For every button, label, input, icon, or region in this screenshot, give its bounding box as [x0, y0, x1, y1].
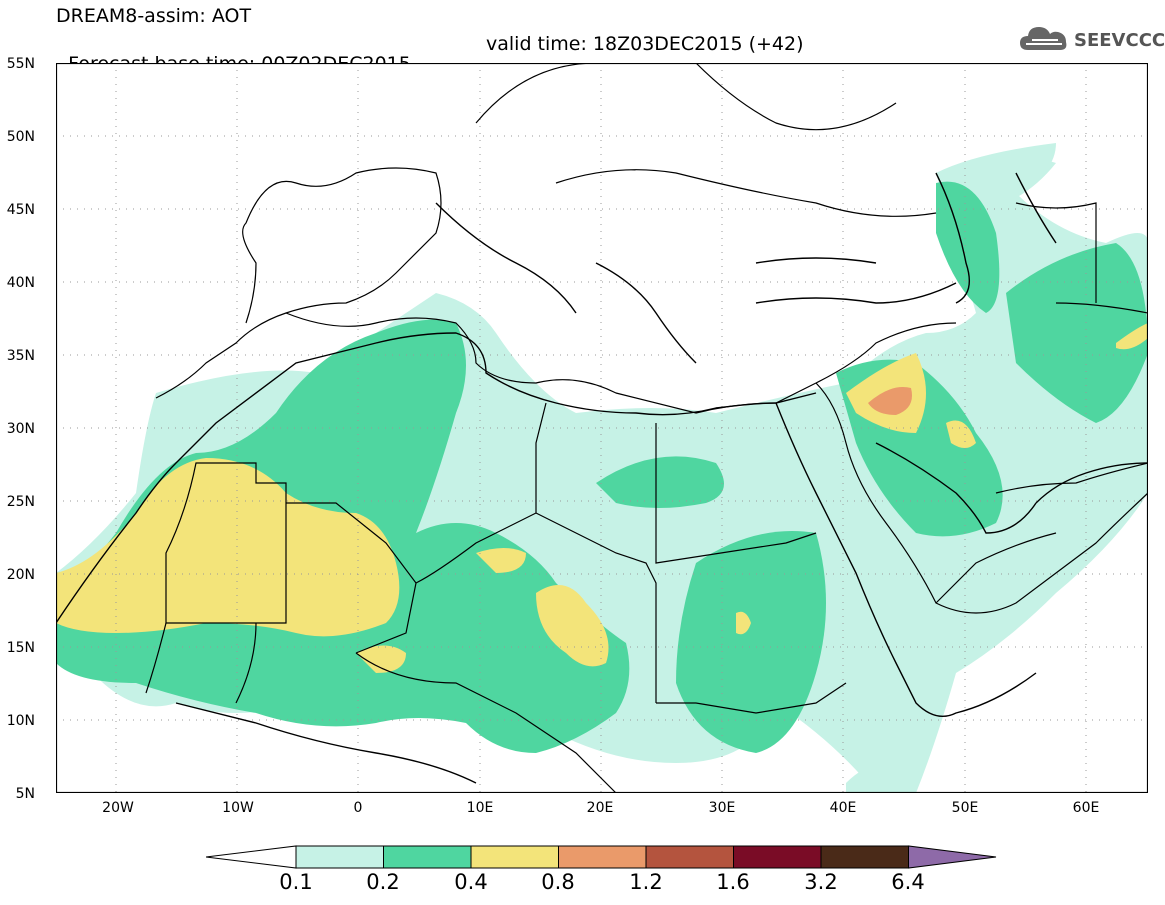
- colorbar-label: 1.6: [716, 870, 750, 894]
- colorbar-label: 0.2: [366, 870, 400, 894]
- colorbar-label: 0.1: [279, 870, 313, 894]
- y-axis-label: 55N: [6, 56, 35, 72]
- map-gridlines: [56, 63, 1148, 793]
- seevccc-logo: SEEVCCC: [1018, 22, 1165, 58]
- aot-map: 55N 50N 45N 40N 35N 30N 25N 20N 15N 10N …: [7, 56, 1148, 802]
- colorbar-label: 6.4: [891, 870, 925, 894]
- x-axis-label: 10W: [222, 800, 254, 816]
- colorbar-label: 3.2: [804, 870, 838, 894]
- y-axis-label: 35N: [6, 348, 35, 364]
- y-axis-label: 5N: [15, 786, 35, 802]
- coastlines: [56, 172, 1148, 784]
- logo-text: SEEVCCC: [1074, 30, 1165, 51]
- colorbar-swatch: [733, 845, 822, 869]
- aot-field-very-high: [868, 387, 912, 415]
- x-axis-label: 20E: [586, 800, 614, 816]
- colorbar-swatch: [558, 845, 647, 869]
- colorbar-label: 1.2: [629, 870, 663, 894]
- colorbar-high-arrow: [908, 845, 997, 869]
- y-axis-label: 40N: [6, 275, 35, 291]
- valid-time-label: valid time: 18Z03DEC2015 (+42): [486, 33, 804, 55]
- colorbar-swatch: [383, 845, 472, 869]
- colorbar-swatch: [470, 845, 559, 869]
- aot-field-high: [56, 323, 1148, 673]
- map-frame: [56, 63, 1148, 793]
- colorbar: [206, 845, 997, 869]
- y-axis-label: 30N: [6, 421, 35, 437]
- y-axis-label: 15N: [6, 640, 35, 656]
- colorbar-label: 0.8: [541, 870, 575, 894]
- map-title: DREAM8-assim: AOT: [56, 5, 252, 27]
- colorbar-low-arrow: [206, 845, 297, 869]
- colorbar-swatch: [820, 845, 909, 869]
- x-axis-label: 30E: [708, 800, 736, 816]
- y-axis-label: 10N: [6, 713, 35, 729]
- y-axis-label: 50N: [6, 129, 35, 145]
- y-axis-label: 45N: [6, 202, 35, 218]
- y-axis-label: 20N: [6, 567, 35, 583]
- x-axis-label: 40E: [829, 800, 857, 816]
- x-axis-label: 20W: [102, 800, 134, 816]
- colorbar-swatch: [295, 845, 384, 869]
- x-axis-label: 10E: [466, 800, 494, 816]
- colorbar-label: 0.4: [454, 870, 488, 894]
- y-axis-label: 25N: [6, 494, 35, 510]
- cloud-icon: [1020, 27, 1067, 50]
- x-axis-label: 60E: [1072, 800, 1100, 816]
- colorbar-swatch: [645, 845, 734, 869]
- map-canvas: [56, 63, 1148, 793]
- x-axis-label: 50E: [951, 800, 979, 816]
- x-axis-label: 0: [353, 800, 363, 816]
